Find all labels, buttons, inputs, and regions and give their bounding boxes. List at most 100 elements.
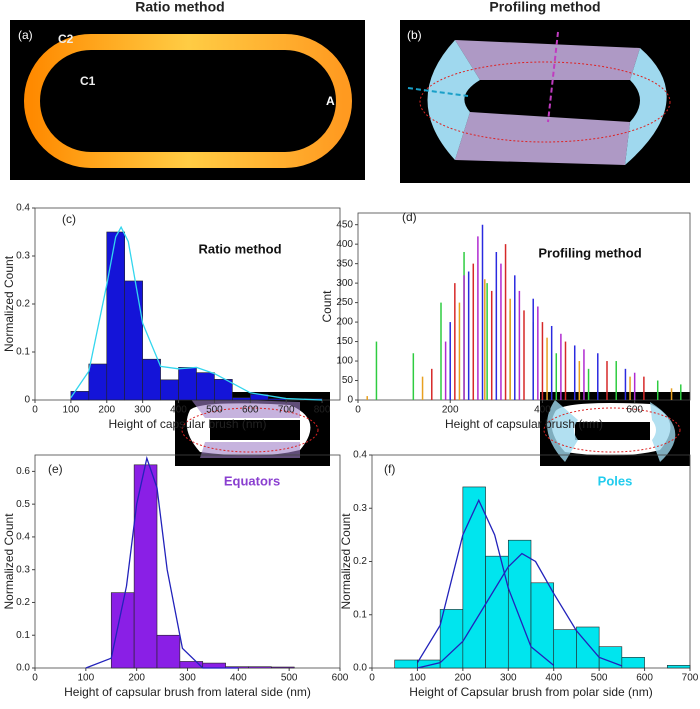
inset-image: [175, 392, 330, 466]
x-tick-label: 600: [626, 405, 643, 416]
y-tick-label: 0.1: [353, 609, 367, 620]
fit-line: [417, 552, 623, 669]
y-tick-label: 0: [24, 395, 30, 406]
y-tick-label: 0.0: [353, 663, 367, 674]
bar: [462, 486, 486, 669]
y-tick-label: 150: [336, 336, 353, 347]
inset-image: [540, 392, 690, 466]
x-tick-label: 500: [281, 673, 298, 684]
bar: [88, 363, 108, 401]
y-tick-label: 100: [336, 356, 353, 367]
panel-label: (a): [18, 28, 33, 42]
bar: [576, 626, 600, 669]
image-b: (b): [400, 20, 690, 183]
x-tick-label: 0: [32, 405, 38, 416]
y-axis-label: Normalized Count: [339, 513, 353, 610]
x-tick-label: 200: [98, 405, 115, 416]
y-tick-label: 0.3: [16, 251, 30, 262]
y-tick-label: 0.2: [16, 597, 30, 608]
y-tick-label: 50: [342, 375, 354, 386]
y-tick-label: 0.4: [353, 450, 367, 461]
y-tick-label: 0.2: [16, 299, 30, 310]
bar: [106, 231, 126, 401]
bar: [142, 358, 161, 401]
bar: [507, 539, 532, 669]
bar: [202, 662, 226, 669]
y-tick-label: 0.3: [16, 564, 30, 575]
image-a: (a) C2 C1 A: [10, 20, 365, 180]
bar: [553, 629, 577, 669]
x-axis-label: Height of capsular brush (nm): [108, 417, 266, 431]
x-tick-label: 200: [128, 673, 145, 684]
y-tick-label: 0.4: [16, 532, 30, 543]
fit-line: [85, 455, 239, 669]
y-tick-label: 0.5: [16, 499, 30, 510]
x-tick-label: 100: [409, 673, 426, 684]
x-tick-label: 800: [314, 405, 331, 416]
x-tick-label: 700: [682, 673, 699, 684]
bar: [530, 582, 555, 669]
annotation: Poles: [598, 473, 633, 488]
panel-label: (e): [48, 462, 63, 476]
x-tick-label: 300: [179, 673, 196, 684]
y-tick-label: 0.4: [16, 203, 30, 214]
contour-label: C2: [58, 32, 74, 46]
chart: 0 100 200 300 400 500 600 700 800 0 0.1 0.2 0.3 0.4 He…: [2, 203, 341, 431]
x-tick-label: 400: [170, 405, 187, 416]
annotation: Profiling method: [538, 245, 641, 260]
bar: [267, 398, 287, 401]
header-left: Ratio method: [135, 0, 224, 15]
bar: [160, 379, 179, 401]
y-tick-label: 450: [336, 219, 353, 230]
contour-label: C1: [80, 74, 96, 88]
x-tick-label: 200: [442, 405, 459, 416]
bar: [178, 367, 197, 401]
y-tick-label: 200: [336, 317, 353, 328]
panel-label: (d): [402, 210, 417, 224]
x-tick-label: 400: [545, 673, 562, 684]
y-tick-label: 0.1: [16, 630, 30, 641]
bar: [271, 666, 295, 669]
panel-label: (b): [407, 28, 422, 42]
y-axis-label: Normalized Count: [2, 255, 16, 352]
x-axis-label: Height of capsular brush (nm): [445, 417, 603, 431]
x-tick-label: 500: [206, 405, 223, 416]
chart: 0 100 200 300 400 500 600 700 0.0 0.1 0.2 0.3 0.4 Hei…: [339, 450, 699, 700]
header-right: Profiling method: [489, 0, 600, 15]
chart: 0 200 400 600 0 50 100 150 200 250 300 350 400 450 Hei…: [320, 210, 691, 431]
y-axis-label: Count: [320, 290, 334, 323]
x-axis-label: Height of Capsular brush from polar side…: [409, 685, 652, 699]
bar: [248, 666, 272, 669]
panel-label: (f): [384, 462, 395, 476]
x-tick-label: 600: [636, 673, 653, 684]
fit-line: [70, 225, 323, 401]
bar: [124, 280, 143, 401]
plot-frame: [34, 454, 341, 669]
x-axis-label: Height of capsular brush from lateral si…: [64, 685, 311, 699]
y-tick-label: 0.0: [16, 663, 30, 674]
bar: [232, 397, 251, 401]
y-tick-label: 400: [336, 239, 353, 250]
bar: [666, 665, 691, 669]
x-tick-label: 200: [455, 673, 472, 684]
x-tick-label: 600: [332, 673, 349, 684]
y-tick-label: 350: [336, 258, 353, 269]
y-tick-label: 300: [336, 278, 353, 289]
y-tick-label: 0.2: [353, 556, 367, 567]
y-tick-label: 0.3: [353, 503, 367, 514]
x-tick-label: 700: [278, 405, 295, 416]
x-tick-label: 0: [32, 673, 38, 684]
annotation: Ratio method: [198, 241, 281, 256]
x-tick-label: 100: [77, 673, 94, 684]
x-tick-label: 400: [534, 405, 551, 416]
bar: [394, 659, 418, 669]
chart: 0 100 200 300 400 500 600 0.0 0.1 0.2 0.3 0.4 0.5 0.6…: [2, 454, 349, 699]
x-tick-label: 300: [500, 673, 517, 684]
x-tick-label: 300: [134, 405, 151, 416]
x-tick-label: 400: [230, 673, 247, 684]
bar: [621, 657, 645, 669]
y-tick-label: 0: [347, 395, 353, 406]
fit-line: [416, 498, 555, 666]
bar: [196, 372, 215, 401]
y-tick-label: 0.6: [16, 466, 30, 477]
